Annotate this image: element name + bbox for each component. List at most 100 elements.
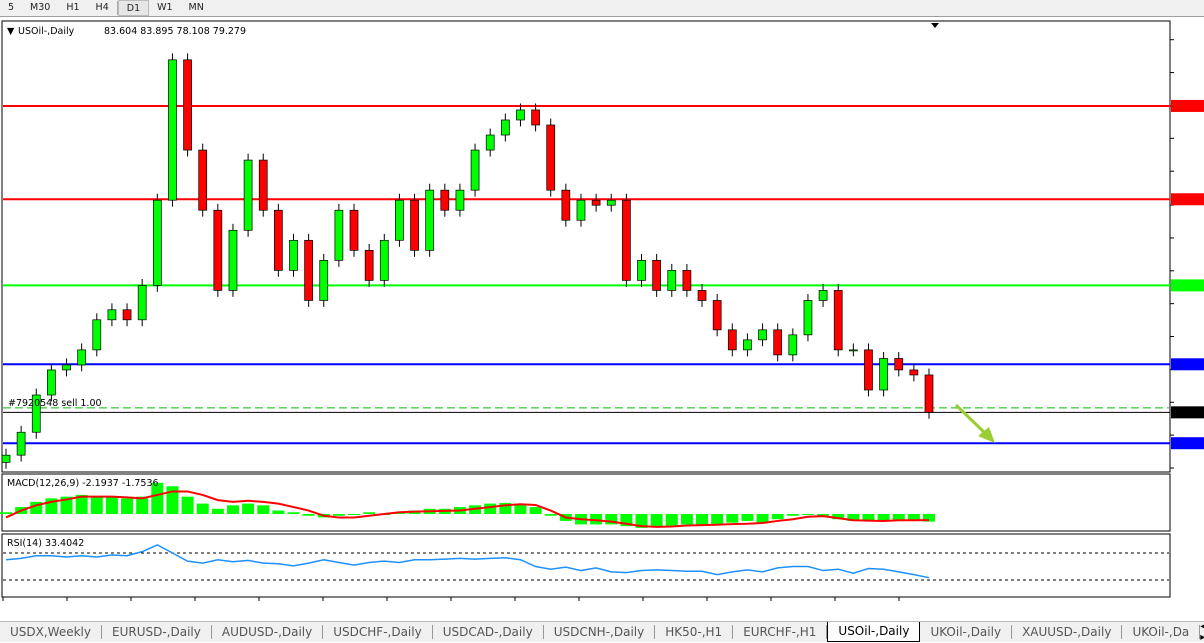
candle [258, 159, 268, 211]
candle [364, 249, 374, 281]
candle [107, 309, 117, 321]
chart-area[interactable]: ▼ USOil-,Daily 83.604 83.895 78.108 79.2… [0, 0, 1204, 620]
macd-histogram-bar [907, 514, 920, 521]
macd-histogram-bar [544, 514, 557, 516]
macd-histogram-bar [741, 514, 754, 521]
candle [667, 270, 677, 291]
candle [455, 189, 465, 211]
candle [425, 189, 435, 251]
macd-histogram-bar [75, 494, 88, 514]
macd-histogram-bar [302, 514, 315, 516]
shift-marker-icon[interactable] [931, 23, 939, 28]
macd-histogram-bar [272, 510, 285, 514]
candle [606, 199, 616, 206]
order-label: #7920548 sell 1.00 [8, 398, 102, 409]
candle [334, 209, 344, 261]
candle [712, 300, 722, 331]
tab-usoil-daily[interactable]: USOil-,Daily [827, 622, 921, 642]
macd-histogram-bar [242, 503, 255, 514]
rsi-title: RSI(14) 33.4042 [7, 538, 84, 549]
candle [198, 149, 208, 211]
candle [152, 199, 162, 286]
candle [183, 59, 192, 151]
macd-histogram-bar [529, 507, 542, 514]
candle [319, 260, 329, 301]
tab-usdcad-daily[interactable]: USDCAD-,Daily [433, 625, 544, 639]
level-label-box [1171, 99, 1204, 112]
candle [818, 290, 828, 301]
candle [591, 199, 601, 206]
tab-eurusd-daily[interactable]: EURUSD-,Daily [102, 625, 212, 639]
level-label-box [1171, 437, 1204, 450]
candle [788, 334, 798, 356]
chart-symbol: USOil-,Daily [18, 26, 75, 37]
candle [137, 285, 147, 321]
timeframe-M30[interactable]: M30 [30, 2, 51, 13]
macd-histogram-bar [484, 503, 497, 514]
candle [864, 349, 873, 391]
main-chart-frame [1, 20, 1171, 473]
macd-histogram-bar [121, 498, 134, 514]
tab-usdx-weekly[interactable]: USDX,Weekly [0, 625, 102, 639]
macd-histogram-bar [650, 514, 663, 527]
candle [410, 199, 419, 251]
timeframe-H1[interactable]: H1 [66, 2, 80, 13]
candle [879, 358, 888, 391]
tab-eurchf-h1[interactable]: EURCHF-,H1 [733, 625, 828, 639]
timeframe-5[interactable]: 5 [8, 2, 15, 13]
candle [31, 394, 41, 433]
candle [516, 109, 525, 121]
trend-arrow-icon [954, 403, 995, 443]
macd-histogram-bar [786, 514, 799, 516]
candle [848, 349, 858, 352]
tab-ukoil-daily[interactable]: UKOil-,Daily [920, 625, 1013, 639]
tab-xauusd-daily[interactable]: XAUUSD-,Daily [1012, 625, 1123, 639]
macd-histogram-bar [514, 503, 527, 514]
macd-histogram-bar [166, 486, 179, 514]
macd-histogram-bar [211, 508, 224, 514]
macd-histogram-bar [877, 514, 890, 521]
tab-ukoil-da[interactable]: UKOil-,Da [1122, 625, 1201, 639]
timeframe-D1[interactable]: D1 [117, 0, 150, 16]
macd-histogram-bar [226, 505, 239, 514]
tab-usdchf-daily[interactable]: USDCHF-,Daily [323, 625, 433, 639]
candle [833, 290, 843, 351]
timeframe-H4[interactable]: H4 [95, 2, 109, 13]
candle [652, 260, 661, 291]
toolbar-separator [116, 1, 118, 15]
candle [546, 124, 556, 191]
macd-histogram-bar [832, 514, 845, 520]
macd-histogram-bar [332, 514, 345, 516]
candle [637, 260, 646, 281]
tab-hk50-h1[interactable]: HK50-,H1 [655, 625, 734, 639]
candle [500, 119, 510, 136]
macd-histogram-bar [90, 496, 103, 514]
macd-panel-frame [1, 473, 1171, 532]
candle [122, 309, 132, 321]
timeframe-MN[interactable]: MN [188, 2, 204, 13]
macd-title: MACD(12,26,9) -2.1937 -1.7536 [7, 478, 159, 489]
candle [228, 229, 238, 291]
candle [289, 239, 298, 271]
timeframe-toolbar: 5 M30 H1 H4 D1 W1 MN [0, 0, 1204, 17]
macd-histogram-bar [257, 505, 270, 514]
level-label-box [1171, 358, 1204, 371]
tab-usdcnh-daily[interactable]: USDCNH-,Daily [544, 625, 656, 639]
candle [1, 454, 11, 463]
tab-scroll-arrows-icon[interactable]: ◂ ▸ [1200, 621, 1204, 643]
macd-histogram-bar [892, 514, 905, 521]
tab-audusd-daily[interactable]: AUDUSD-,Daily [212, 625, 324, 639]
rsi-line [5, 544, 930, 579]
macd-histogram-bar [287, 512, 300, 514]
macd-histogram-bar [151, 482, 164, 514]
candle [274, 209, 283, 271]
macd-histogram-bar [923, 514, 935, 522]
timeframe-W1[interactable]: W1 [157, 2, 173, 13]
macd-histogram-bar [196, 503, 209, 514]
macd-histogram-bar [348, 514, 361, 515]
macd-histogram-bar [680, 514, 693, 525]
macd-histogram-bar [771, 514, 784, 520]
macd-histogram-bar [60, 496, 73, 514]
candle [727, 329, 737, 351]
candle [894, 358, 904, 371]
